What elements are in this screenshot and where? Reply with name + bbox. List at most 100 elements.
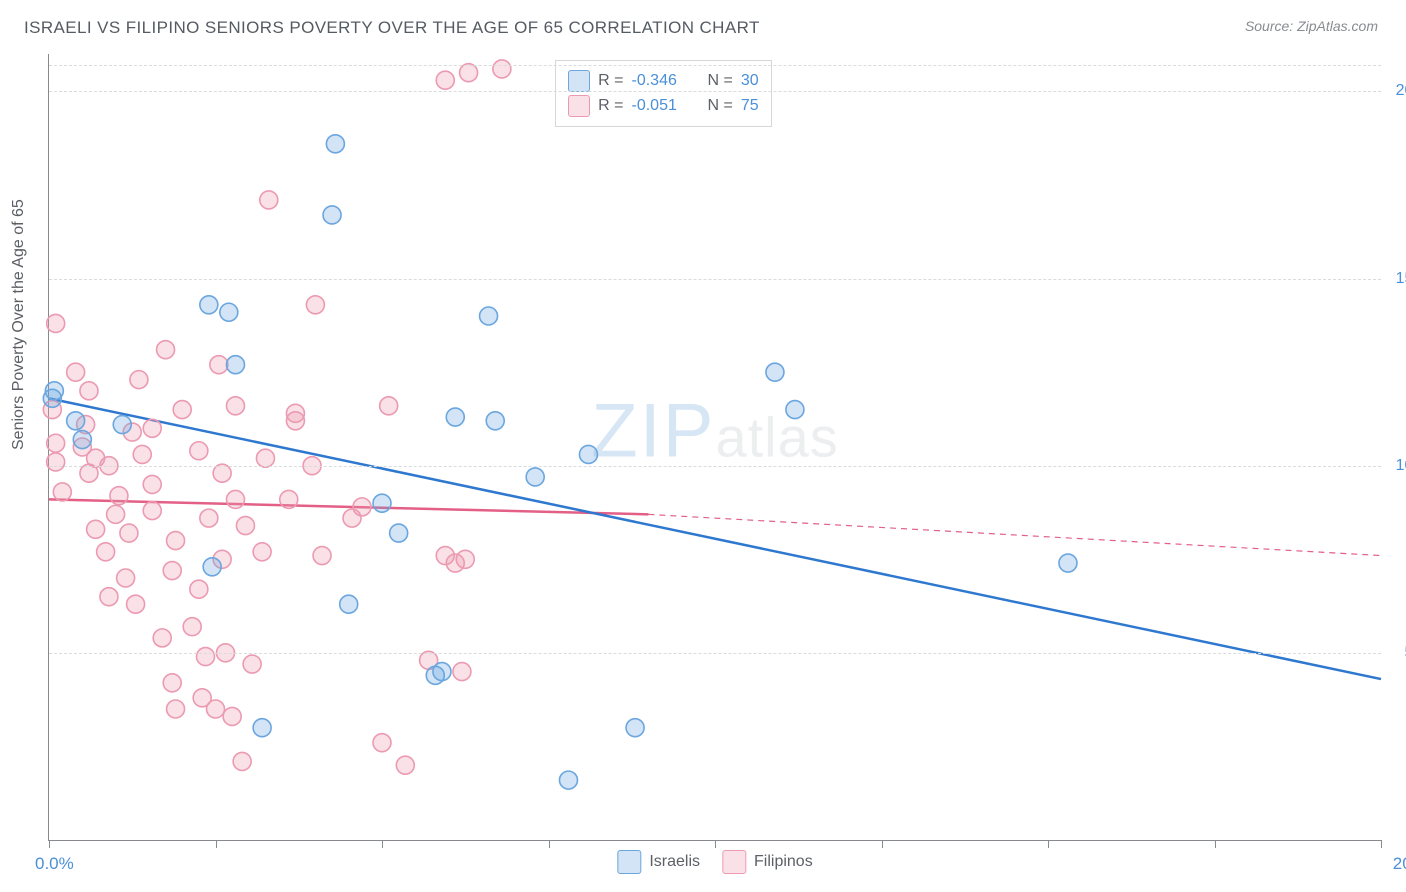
legend-item: Filipinos <box>722 850 813 874</box>
legend-row: R =-0.346N =30 <box>568 70 758 92</box>
data-point <box>163 562 181 580</box>
data-point <box>120 524 138 542</box>
data-point <box>153 629 171 647</box>
data-point <box>559 771 577 789</box>
data-point <box>579 445 597 463</box>
data-point <box>453 663 471 681</box>
data-point <box>220 303 238 321</box>
data-point <box>210 356 228 374</box>
data-point <box>390 524 408 542</box>
data-point <box>766 363 784 381</box>
data-point <box>130 371 148 389</box>
data-point <box>213 464 231 482</box>
data-point <box>306 296 324 314</box>
data-point <box>110 487 128 505</box>
x-tick <box>1381 840 1382 848</box>
y-tick-label: 10.0% <box>1396 457 1406 475</box>
legend-n-value: 75 <box>741 97 759 115</box>
data-point <box>167 700 185 718</box>
source-label: Source: ZipAtlas.com <box>1245 18 1378 34</box>
data-point <box>286 412 304 430</box>
data-point <box>127 595 145 613</box>
data-point <box>190 580 208 598</box>
data-point <box>626 719 644 737</box>
data-point <box>526 468 544 486</box>
x-tick <box>882 840 883 848</box>
legend-swatch <box>722 850 746 874</box>
data-point <box>107 505 125 523</box>
data-point <box>87 520 105 538</box>
x-tick <box>216 840 217 848</box>
gridline <box>49 653 1381 654</box>
legend-label: Israelis <box>649 853 700 871</box>
legend-r-label: R = <box>598 97 623 115</box>
data-point <box>460 64 478 82</box>
legend-n-label: N = <box>708 97 733 115</box>
data-point <box>113 416 131 434</box>
data-point <box>313 547 331 565</box>
data-point <box>157 341 175 359</box>
data-point <box>163 674 181 692</box>
x-tick <box>49 840 50 848</box>
data-point <box>233 752 251 770</box>
legend-swatch <box>617 850 641 874</box>
data-point <box>97 543 115 561</box>
data-point <box>353 498 371 516</box>
data-point <box>486 412 504 430</box>
data-point <box>53 483 71 501</box>
data-point <box>143 475 161 493</box>
data-point <box>380 397 398 415</box>
data-point <box>373 734 391 752</box>
data-point <box>200 296 218 314</box>
legend-n-value: 30 <box>741 72 759 90</box>
data-point <box>323 206 341 224</box>
plot-area: ZIPatlas R =-0.346N =30R =-0.051N =75 Is… <box>48 54 1381 841</box>
gridline <box>49 279 1381 280</box>
x-tick <box>1215 840 1216 848</box>
gridline <box>49 91 1381 92</box>
data-point <box>47 314 65 332</box>
x-axis-max-label: 20.0% <box>1393 854 1406 874</box>
x-tick <box>382 840 383 848</box>
legend-r-value: -0.346 <box>632 72 692 90</box>
data-point <box>80 382 98 400</box>
data-point <box>197 648 215 666</box>
data-point <box>167 532 185 550</box>
data-point <box>117 569 135 587</box>
data-point <box>340 595 358 613</box>
data-point <box>100 588 118 606</box>
regression-line <box>648 514 1381 555</box>
data-point <box>253 719 271 737</box>
x-tick <box>715 840 716 848</box>
data-point <box>143 502 161 520</box>
data-point <box>173 401 191 419</box>
data-point <box>200 509 218 527</box>
legend-n-label: N = <box>708 72 733 90</box>
legend-r-value: -0.051 <box>632 97 692 115</box>
gridline <box>49 466 1381 467</box>
data-point <box>260 191 278 209</box>
data-point <box>236 517 254 535</box>
data-point <box>226 490 244 508</box>
data-point <box>190 442 208 460</box>
regression-line <box>49 398 1381 679</box>
data-point <box>133 445 151 463</box>
y-tick-label: 20.0% <box>1396 82 1406 100</box>
data-point <box>207 700 225 718</box>
data-point <box>223 707 241 725</box>
legend-swatch <box>568 95 590 117</box>
data-point <box>226 397 244 415</box>
legend-swatch <box>568 70 590 92</box>
data-point <box>45 382 63 400</box>
data-point <box>183 618 201 636</box>
legend-row: R = -0.051 N = 75 <box>568 95 758 117</box>
x-tick <box>1048 840 1049 848</box>
data-point <box>243 655 261 673</box>
x-tick <box>549 840 550 848</box>
correlation-legend: R = -0.346 N = 30 R = -0.051 N = 75 <box>555 60 771 127</box>
legend-label: Filipinos <box>754 853 813 871</box>
gridline <box>49 65 1381 66</box>
data-point <box>326 135 344 153</box>
data-point <box>47 453 65 471</box>
data-point <box>67 363 85 381</box>
